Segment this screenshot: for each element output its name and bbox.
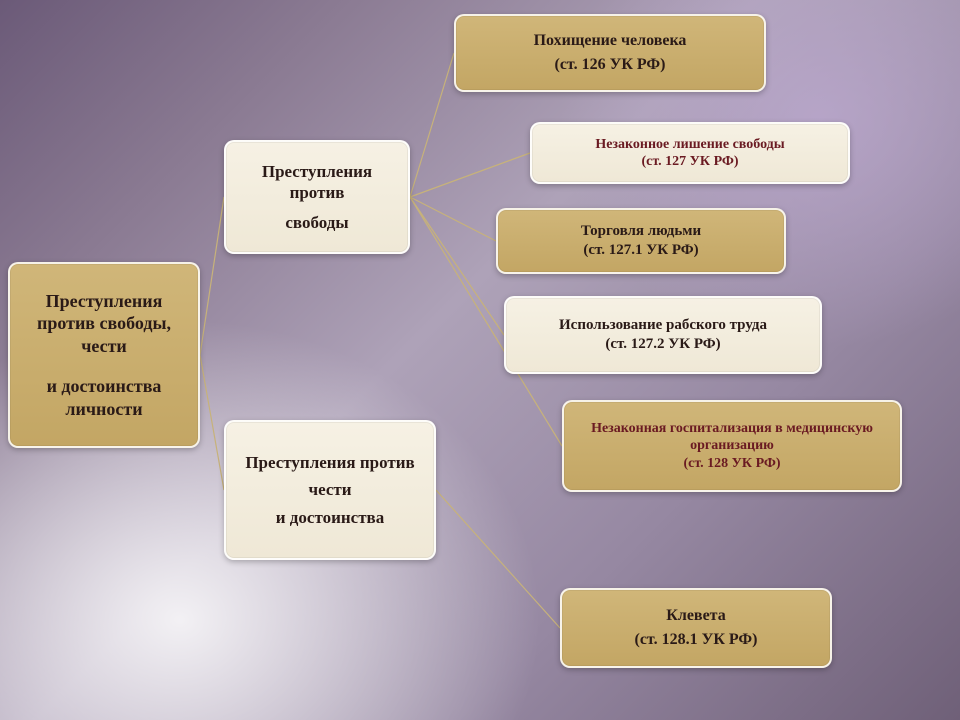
node-leaf6: Клевета (ст. 128.1 УК РФ) <box>560 588 832 668</box>
node-leaf2-line2: (ст. 127 УК РФ) <box>641 153 738 171</box>
node-leaf6-line2: (ст. 128.1 УК РФ) <box>635 630 758 650</box>
node-leaf2-line1: Незаконное лишение свободы <box>595 136 784 154</box>
node-mid2-line1: Преступления против <box>245 452 414 473</box>
node-leaf3-line2: (ст. 127.1 УК РФ) <box>583 241 698 260</box>
node-mid2-line3: и достоинства <box>276 507 384 528</box>
node-leaf4-line1: Использование рабского труда <box>559 316 767 335</box>
node-mid1-line2: свободы <box>285 212 348 233</box>
node-root: Преступления против свободы, чести и дос… <box>8 262 200 448</box>
node-mid2: Преступления против чести и достоинства <box>224 420 436 560</box>
node-mid1-line1: Преступления против <box>240 161 394 204</box>
node-mid2-line2: чести <box>308 479 351 500</box>
node-leaf1-line1: Похищение человека <box>534 31 687 51</box>
node-root-line2: и достоинства личности <box>24 375 184 420</box>
node-leaf6-line1: Клевета <box>666 606 725 626</box>
node-leaf1-line2: (ст. 126 УК РФ) <box>555 55 666 75</box>
node-leaf3: Торговля людьми (ст. 127.1 УК РФ) <box>496 208 786 274</box>
node-leaf5-line1: Незаконная госпитализация в медицинскую … <box>578 420 886 455</box>
node-leaf3-line1: Торговля людьми <box>581 222 701 241</box>
node-mid1: Преступления против свободы <box>224 140 410 254</box>
node-leaf5-line2: (ст. 128 УК РФ) <box>683 455 780 473</box>
node-leaf4-line2: (ст. 127.2 УК РФ) <box>605 335 720 354</box>
node-leaf4: Использование рабского труда (ст. 127.2 … <box>504 296 822 374</box>
node-leaf2: Незаконное лишение свободы (ст. 127 УК Р… <box>530 122 850 184</box>
node-root-line1: Преступления против свободы, чести <box>24 290 184 358</box>
node-leaf5: Незаконная госпитализация в медицинскую … <box>562 400 902 492</box>
node-leaf1: Похищение человека (ст. 126 УК РФ) <box>454 14 766 92</box>
